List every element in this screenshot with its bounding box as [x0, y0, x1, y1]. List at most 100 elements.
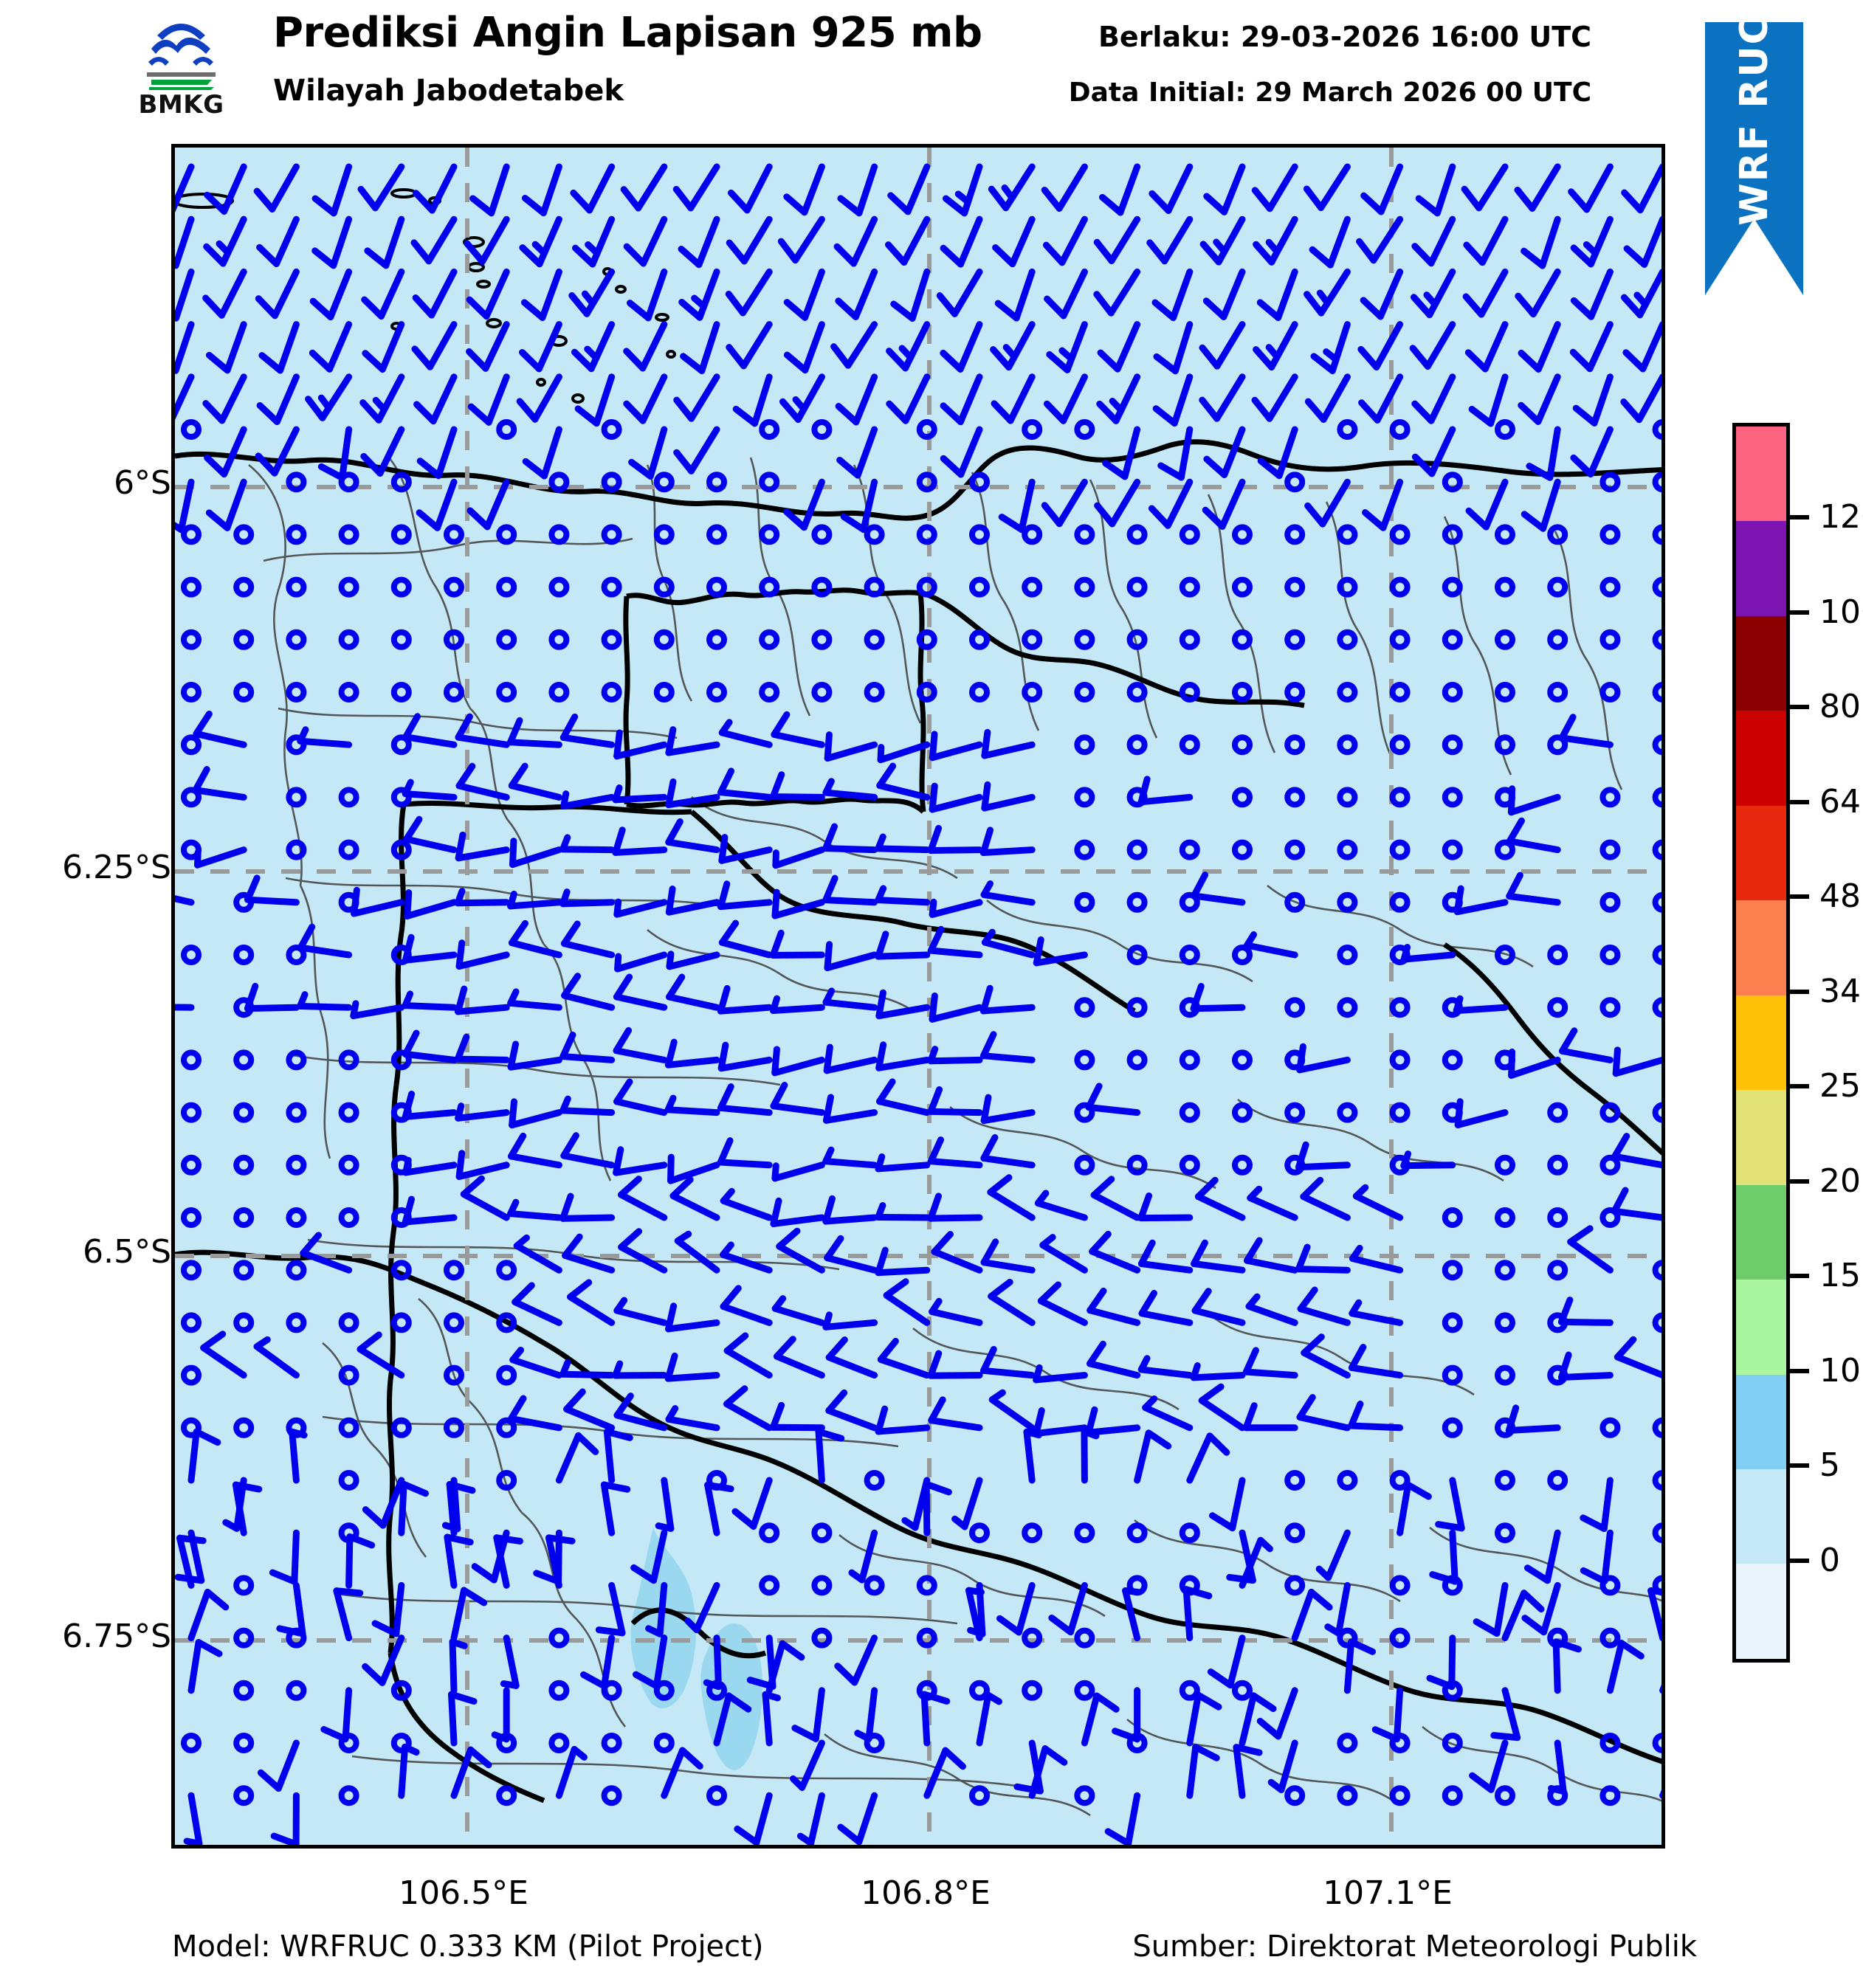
wind-barb — [568, 268, 616, 317]
wind-barb — [883, 1278, 931, 1326]
wind-barb — [1297, 1286, 1351, 1326]
calm-wind-symbol — [1652, 1417, 1661, 1438]
calm-wind-symbol — [338, 524, 359, 545]
wind-barb — [311, 215, 353, 269]
wind-barb — [1153, 321, 1194, 375]
calm-wind-symbol — [181, 576, 202, 598]
wind-barb — [508, 1395, 562, 1432]
calm-wind-symbol — [1337, 629, 1358, 650]
calm-wind-symbol — [1232, 682, 1253, 703]
calm-wind-symbol — [1179, 524, 1200, 545]
calm-wind-symbol — [1652, 419, 1661, 440]
calm-wind-symbol — [1284, 1102, 1306, 1123]
wind-barb — [289, 1428, 308, 1484]
wind-barb — [570, 163, 616, 214]
wind-barb — [1090, 1176, 1141, 1221]
wind-barb — [1469, 1739, 1509, 1793]
wind-barb — [521, 163, 562, 217]
calm-wind-symbol — [390, 1417, 412, 1438]
wind-barb — [1081, 1692, 1120, 1747]
wind-barb — [1464, 321, 1509, 373]
wind-barb — [927, 824, 983, 855]
calm-wind-symbol — [286, 839, 307, 860]
wind-barb — [508, 919, 562, 959]
wind-barb — [175, 373, 195, 425]
calm-wind-symbol — [1232, 734, 1253, 756]
calm-wind-symbol — [916, 419, 937, 440]
calm-wind-symbol — [1547, 576, 1568, 598]
calm-wind-symbol — [1179, 576, 1200, 598]
wind-barb — [1295, 1141, 1351, 1171]
wind-barb — [875, 931, 931, 960]
calm-wind-symbol — [1389, 1049, 1411, 1071]
calm-wind-symbol — [969, 1522, 990, 1544]
calm-wind-symbol — [1599, 1417, 1621, 1438]
calm-wind-symbol — [390, 1260, 412, 1281]
wind-barb — [673, 426, 720, 474]
wind-barb — [500, 1635, 520, 1689]
wind-barb — [1304, 373, 1351, 423]
wind-barb — [555, 1746, 588, 1799]
calm-wind-symbol — [1284, 787, 1306, 808]
calm-wind-symbol — [1389, 1733, 1411, 1753]
wind-barb — [1152, 373, 1194, 427]
wind-barb — [936, 268, 983, 317]
colorbar-tick-mark — [1790, 799, 1809, 804]
wind-barb — [309, 321, 353, 373]
wind-barb — [825, 1336, 878, 1379]
wind-barb — [563, 1388, 616, 1432]
wind-barb — [464, 215, 510, 266]
calm-wind-symbol — [233, 1680, 255, 1701]
bmkg-logo-mark — [147, 24, 216, 122]
calm-wind-symbol — [181, 1049, 202, 1071]
wind-barb — [402, 713, 458, 748]
wind-barb — [232, 1481, 263, 1536]
calm-wind-symbol — [759, 1575, 780, 1596]
wind-barb — [1023, 1428, 1042, 1484]
wind-barb — [205, 321, 247, 374]
calm-wind-symbol — [601, 1680, 622, 1701]
wind-barb — [402, 933, 458, 964]
calm-wind-symbol — [1389, 576, 1411, 598]
wind-barb — [672, 163, 720, 212]
calm-wind-symbol — [1389, 891, 1411, 913]
calm-wind-symbol — [1284, 891, 1306, 913]
wind-barb — [770, 1197, 825, 1227]
calm-wind-symbol — [1495, 419, 1515, 440]
page-title: Prediksi Angin Lapisan 925 mb — [273, 9, 982, 57]
calm-wind-symbol — [286, 1154, 307, 1176]
wind-barb — [508, 762, 562, 801]
calm-wind-symbol — [1495, 1312, 1515, 1333]
map-panel[interactable] — [171, 144, 1665, 1849]
wrf-ruc-ribbon: WRF RUC — [1705, 22, 1803, 295]
calm-wind-symbol — [1495, 629, 1515, 650]
calm-wind-symbol — [548, 472, 570, 493]
colorbar-tick-label: 48 — [1819, 877, 1861, 916]
calm-wind-symbol — [811, 682, 833, 703]
colorbar-tick-mark — [1790, 989, 1809, 994]
wind-barb — [929, 782, 983, 813]
colorbar-tick-label: 80 — [1819, 688, 1861, 726]
wind-barb — [678, 215, 720, 269]
colorbar-tick-label: 15 — [1819, 1257, 1861, 1295]
calm-wind-symbol — [1442, 734, 1463, 756]
wind-barb — [1243, 931, 1298, 959]
wind-barb — [927, 925, 983, 959]
calm-wind-symbol — [1442, 524, 1463, 545]
colorbar-tick-label: 5 — [1819, 1446, 1840, 1485]
wind-barb — [1291, 1589, 1333, 1642]
calm-wind-symbol — [1599, 1627, 1621, 1649]
colorbar-tick-mark — [1790, 1084, 1809, 1089]
wind-barb — [875, 1405, 931, 1435]
calm-wind-symbol — [181, 682, 202, 703]
wind-barb — [1151, 268, 1194, 322]
wind-barb — [875, 1202, 931, 1221]
wind-barb — [822, 1195, 878, 1225]
calm-wind-symbol — [1284, 576, 1306, 598]
calm-wind-symbol — [1074, 997, 1095, 1018]
wind-barb — [1239, 1692, 1277, 1747]
wind-barb — [1570, 426, 1614, 477]
calm-wind-symbol — [181, 1733, 202, 1753]
calm-wind-symbol — [390, 1049, 412, 1071]
wind-barb — [1569, 321, 1614, 373]
